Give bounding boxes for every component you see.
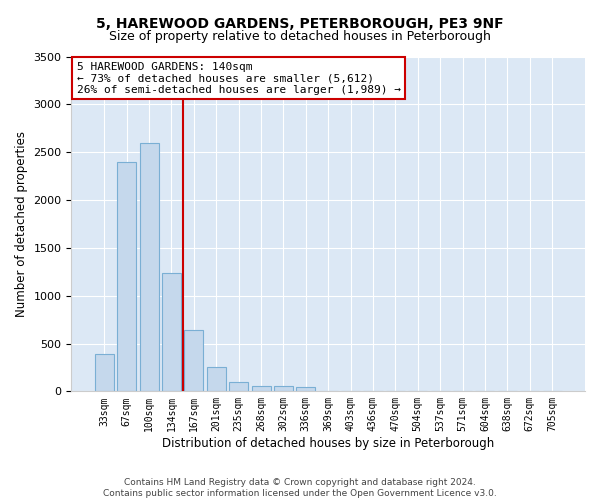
Bar (95, 354, 114, 392)
Text: Size of property relative to detached houses in Peterborough: Size of property relative to detached ho… (109, 30, 491, 43)
Y-axis label: Number of detached properties: Number of detached properties (15, 131, 28, 317)
Bar (274, 386, 293, 392)
Bar (251, 386, 271, 392)
Bar (117, 162, 136, 392)
Bar (296, 387, 316, 392)
Bar (184, 330, 203, 392)
Text: Contains HM Land Registry data © Crown copyright and database right 2024.
Contai: Contains HM Land Registry data © Crown c… (103, 478, 497, 498)
Bar (162, 272, 181, 392)
Bar (229, 382, 248, 392)
Text: 5 HAREWOOD GARDENS: 140sqm
← 73% of detached houses are smaller (5,612)
26% of s: 5 HAREWOOD GARDENS: 140sqm ← 73% of deta… (77, 62, 401, 94)
Bar (207, 367, 226, 392)
Bar (140, 142, 158, 392)
Text: 5, HAREWOOD GARDENS, PETERBOROUGH, PE3 9NF: 5, HAREWOOD GARDENS, PETERBOROUGH, PE3 9… (96, 18, 504, 32)
X-axis label: Distribution of detached houses by size in Peterborough: Distribution of detached houses by size … (162, 437, 494, 450)
